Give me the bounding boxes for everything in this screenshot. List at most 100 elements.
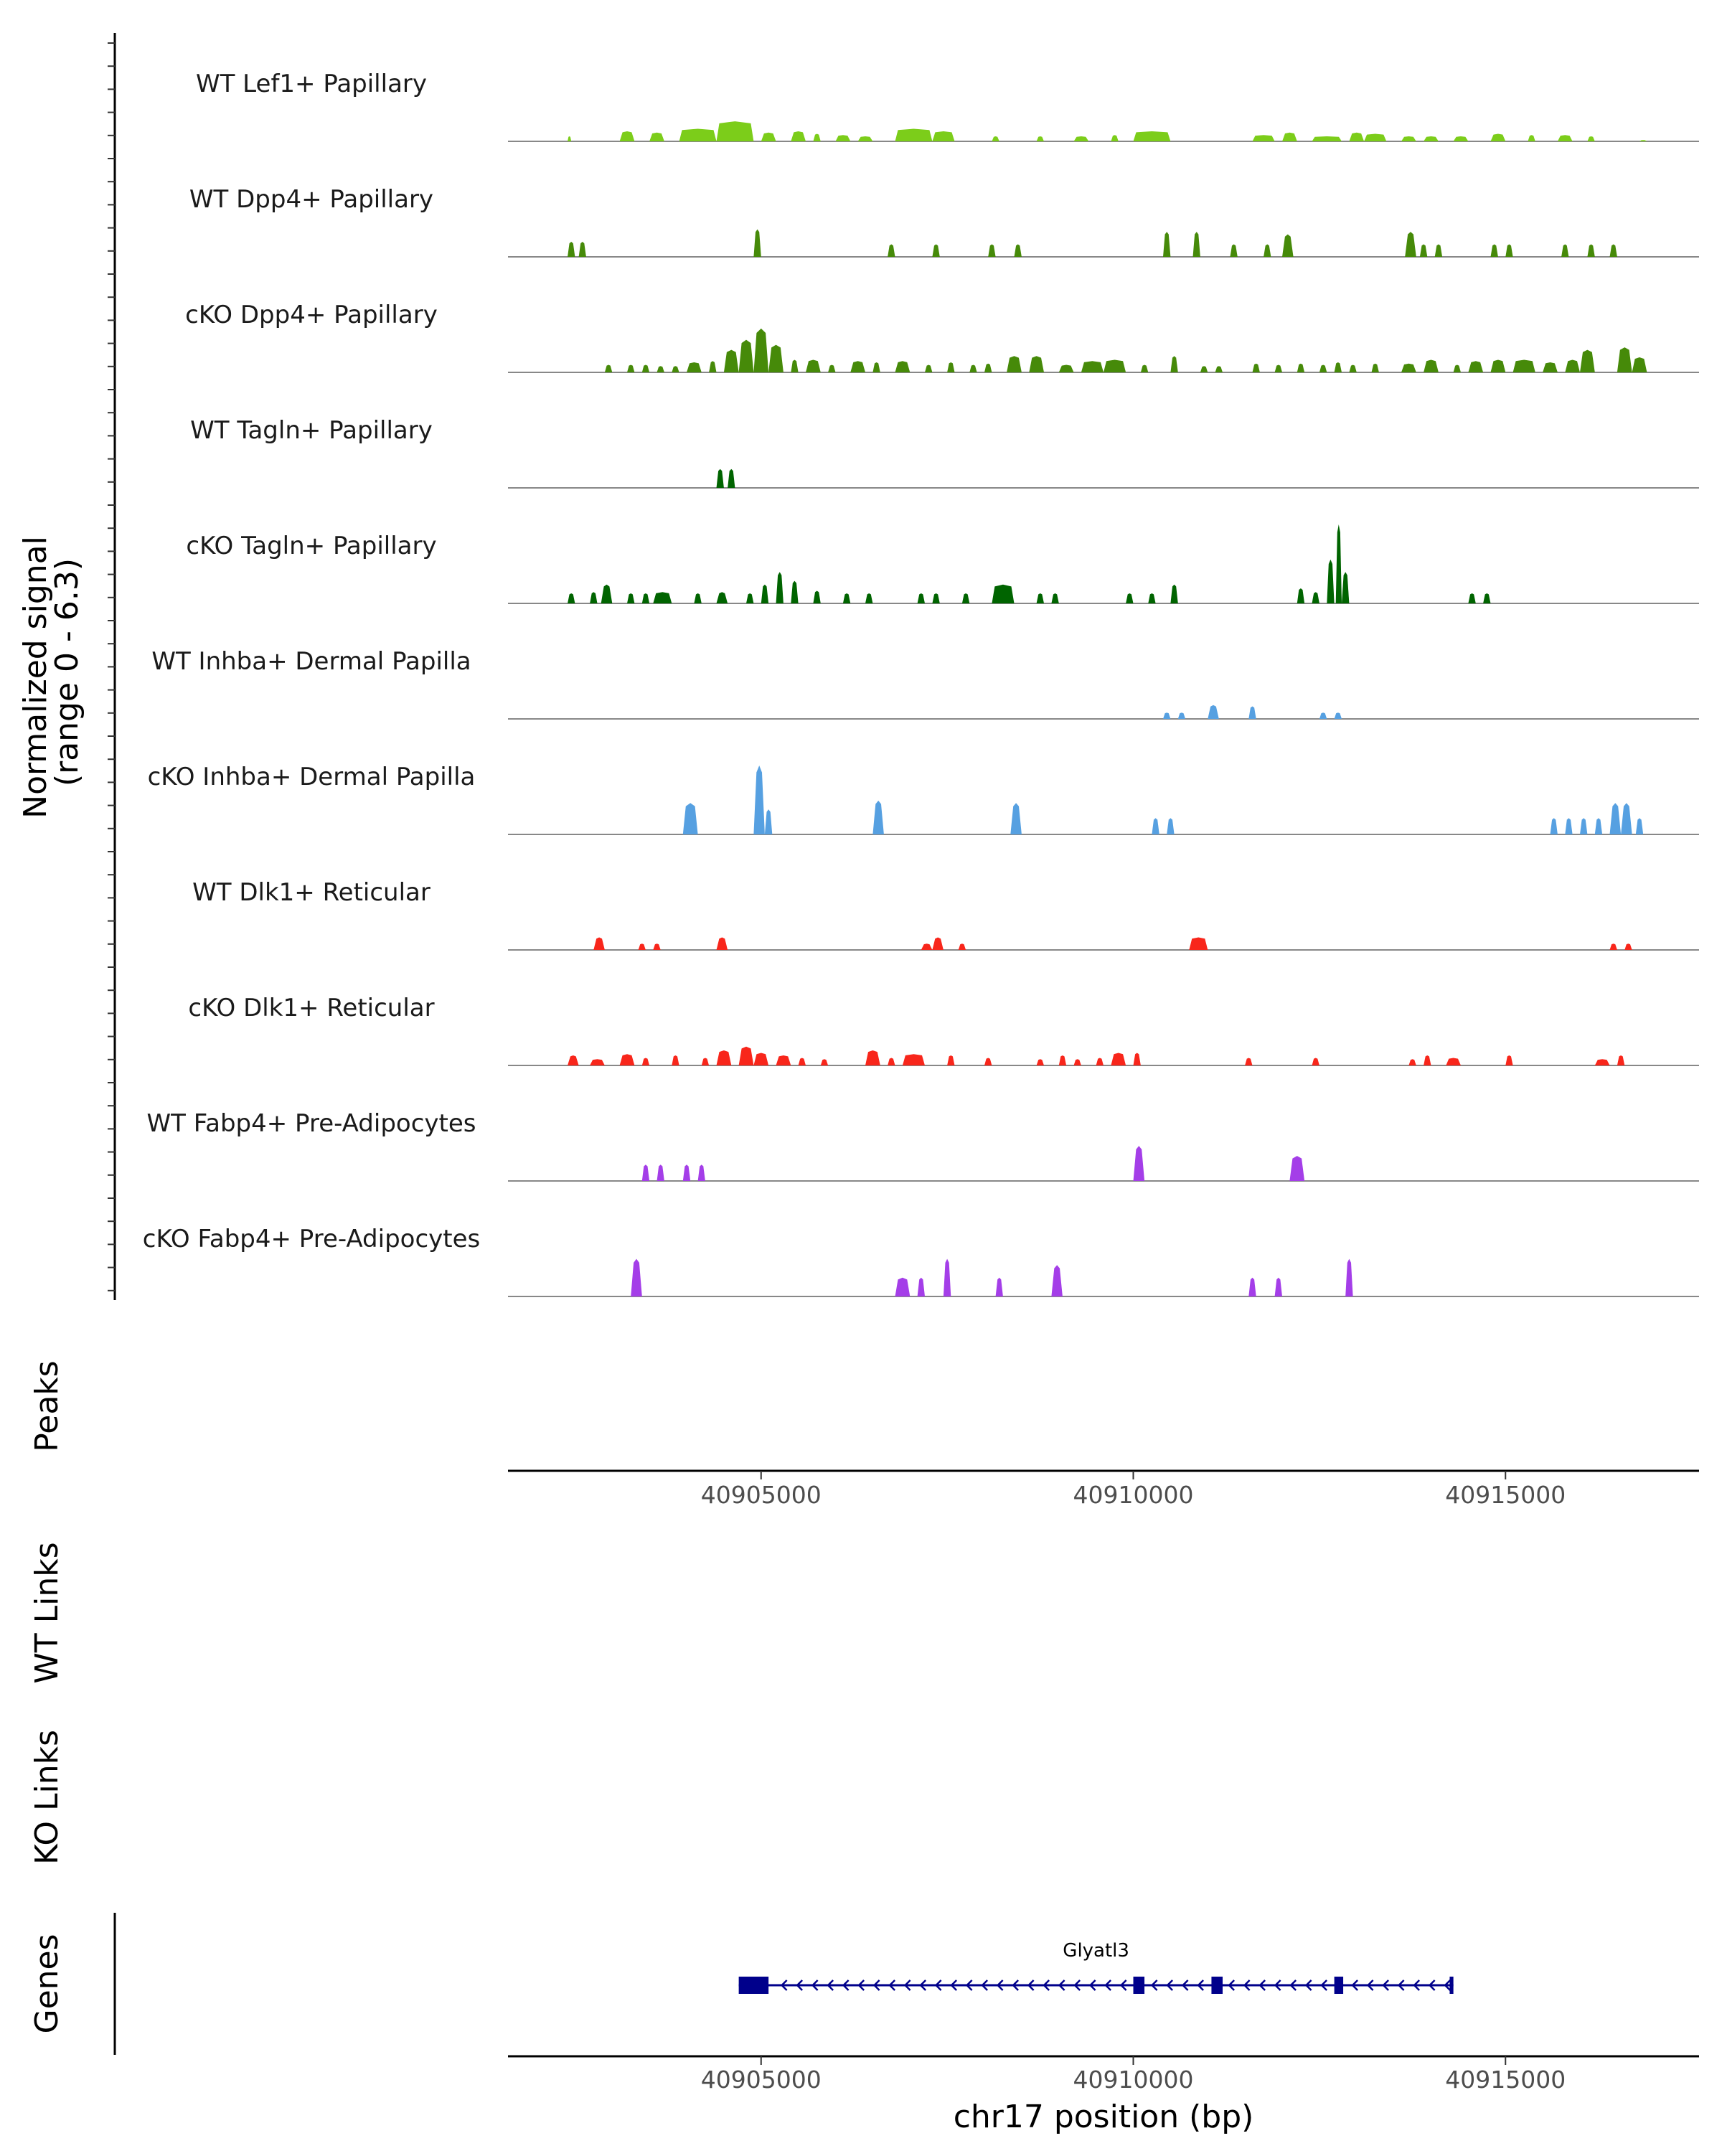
genes-x-tick-label: 40905000 [701,2066,822,2094]
signal-peak [1148,593,1156,603]
track-9: cKO Dlk1+ Reticular [188,994,1699,1066]
track-4: WT Tagln+ Papillary [190,416,1699,489]
strand-arrow [842,1980,850,1991]
strand-arrow [827,1980,834,1991]
signal-peak [888,1058,895,1065]
signal-peak [649,132,664,141]
track-label: WT Lef1+ Papillary [196,70,427,98]
signal-peak [709,361,717,372]
signal-peak [1505,1055,1513,1065]
peaks-x-tick-label: 40910000 [1073,1481,1194,1509]
track-5: cKO Tagln+ Papillary [186,524,1699,604]
strand-arrow [965,1980,973,1991]
signal-peak [1036,593,1044,603]
signal-peak [1364,133,1387,141]
signal-peak [1453,136,1469,141]
strand-arrow [1243,1980,1251,1991]
signal-peak [850,361,865,372]
signal-peak [1104,359,1126,372]
signal-peak [1014,244,1022,257]
strand-arrow [888,1980,896,1991]
signal-peak [1483,593,1491,603]
signal-peak [842,593,851,603]
signal-peak [888,244,895,257]
signal-peak [1621,803,1632,834]
signal-peak [857,136,873,141]
signal-peak [1327,559,1335,603]
strand-arrow [919,1980,927,1991]
signal-peak [1587,244,1595,257]
signal-peak [627,593,635,603]
gene-exon [1449,1977,1454,1994]
strand-arrow [934,1980,942,1991]
signal-peak [1245,1058,1253,1065]
signal-peak [1177,712,1186,719]
signal-peak [1419,244,1428,257]
signal-peak [820,1059,829,1065]
signal-peak [961,593,970,603]
signal-peak [943,1258,951,1296]
signal-peak [1434,244,1443,257]
signal-peak [1490,359,1506,372]
signal-peak [1126,593,1134,603]
signal-peak [1036,1059,1044,1065]
signal-peak [716,592,728,603]
strand-arrow [996,1980,1004,1991]
strand-arrow [1088,1980,1096,1991]
signal-peak [872,800,884,834]
signal-peak [761,584,769,603]
signal-peak [992,584,1015,603]
track-label: cKO Dpp4+ Papillary [185,301,438,329]
signal-peak [1401,136,1416,141]
signal-peak [791,131,806,141]
track-8: WT Dlk1+ Reticular [192,878,1699,951]
signal-peak [1051,593,1059,603]
signal-peak [768,344,784,372]
signal-peak [1512,359,1535,372]
strand-arrow [796,1980,804,1991]
signal-peak [568,1055,579,1065]
gene-exon [738,1977,769,1994]
signal-peak [1170,356,1178,372]
strand-arrow [1258,1980,1266,1991]
signal-peak [1163,712,1171,719]
peaks-x-tick-label: 40915000 [1445,1481,1566,1509]
signal-peak [697,1164,705,1181]
signal-peak [798,1058,806,1065]
strand-arrow [1027,1980,1035,1991]
signal-peak [776,1055,791,1065]
track-label: cKO Dlk1+ Reticular [188,994,434,1022]
x-axis-title: chr17 position (bp) [954,2099,1254,2135]
signal-peak [984,363,992,372]
track-1: WT Lef1+ Papillary [196,70,1699,142]
signal-peak [1639,140,1647,141]
signal-peak [1490,133,1506,141]
signal-peak [947,362,955,372]
strand-arrow [1012,1980,1020,1991]
gene-track: Glyatl3 [738,1940,1454,1994]
signal-peak [1081,361,1104,372]
signal-peak [1617,1055,1625,1065]
signal-peak [1189,937,1208,950]
gene-exon [1334,1977,1344,1994]
track-7: cKO Inhba+ Dermal Papilla [148,763,1699,835]
signal-peak [1580,349,1595,372]
signal-peak [641,364,650,372]
signal-peak [716,937,728,950]
signal-peak [682,1164,691,1181]
signal-peak [653,592,672,603]
signal-peak [1609,244,1617,257]
signal-peak [835,135,851,141]
signal-peak [1312,136,1342,141]
signal-peak [738,339,754,372]
strand-arrow [1228,1980,1236,1991]
signal-peak [1334,362,1342,372]
signal-peak [895,128,933,141]
signal-peak [1170,584,1178,603]
strand-arrow [1366,1980,1374,1991]
signal-peak [1401,363,1416,372]
signal-peak [813,133,821,141]
signal-peak [806,359,821,372]
signal-peak [1297,588,1305,603]
